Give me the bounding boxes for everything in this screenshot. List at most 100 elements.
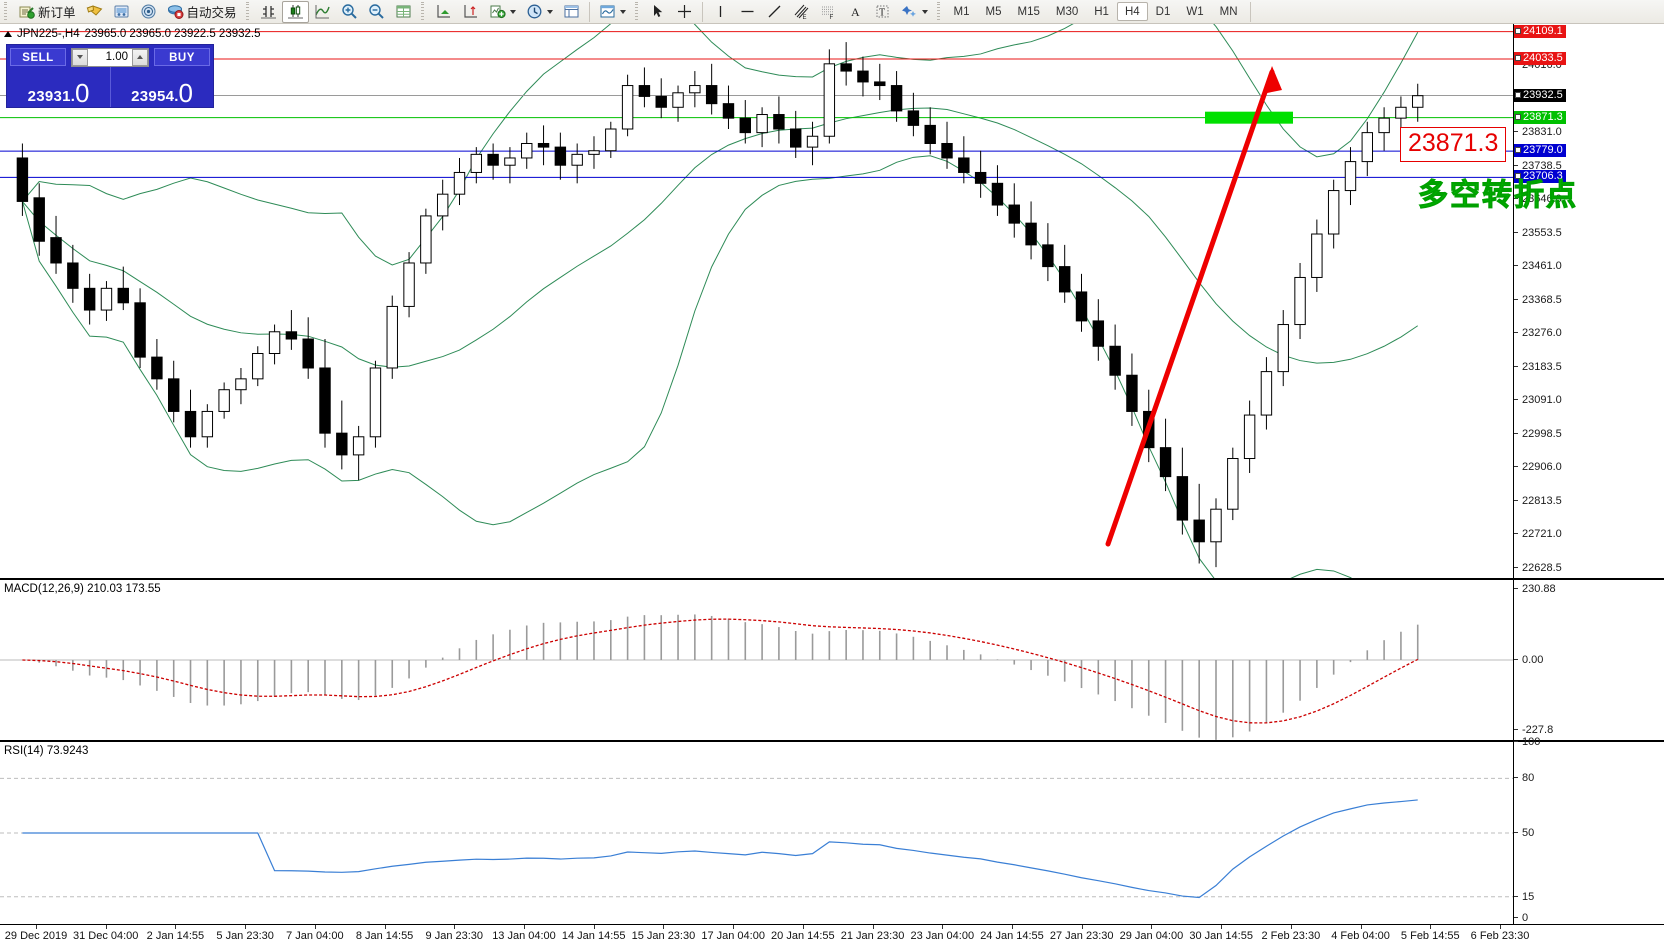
one-click-trading-panel[interactable]: SELL 1.00 BUY 23931 . 0 23954 . 0	[6, 44, 214, 108]
toolbar-grip-2[interactable]	[244, 1, 252, 22]
price-plot[interactable]	[0, 24, 1513, 578]
rsi-chart-svg	[0, 777, 1513, 899]
toolbar-grip[interactable]	[3, 1, 10, 22]
time-axis-label: 2 Feb 23:30	[1261, 930, 1321, 942]
data-window-button[interactable]	[390, 1, 417, 23]
take-profit-level-tag[interactable]: 24109.1	[1514, 24, 1566, 38]
rsi-tick: 50	[1514, 827, 1664, 839]
timeframe-w1[interactable]: W1	[1186, 6, 1204, 18]
last-price-tag[interactable]: 23932.5	[1514, 88, 1566, 102]
toolbar-grip-5[interactable]	[935, 1, 943, 22]
macd-pane[interactable]: MACD(12,26,9) 210.03 173.55 230.88 0.00 -2…	[0, 578, 1664, 740]
time-axis-tick	[384, 925, 386, 929]
autotrading-label: 自动交易	[186, 6, 237, 20]
chevron-down-icon[interactable]	[619, 9, 626, 14]
line-chart-icon	[314, 3, 331, 20]
pivot-upper-tag[interactable]: 23779.0	[1514, 144, 1566, 158]
chevron-down-icon[interactable]	[921, 9, 928, 14]
periods-button[interactable]	[521, 1, 558, 23]
time-axis-tick	[663, 925, 665, 929]
templates-button[interactable]	[558, 1, 585, 23]
new-order-button[interactable]: 新订单	[13, 1, 81, 23]
timeframe-m15[interactable]: M15	[1017, 6, 1040, 18]
chevron-down-icon[interactable]	[509, 9, 516, 14]
cursor-button[interactable]	[644, 1, 671, 23]
timeframe-m30[interactable]: M30	[1055, 6, 1079, 18]
timeframe-h4[interactable]: H4	[1116, 2, 1148, 21]
equidistant-channel-button[interactable]: E	[788, 1, 815, 23]
auto-scroll-icon	[435, 3, 452, 20]
vertical-line-button[interactable]	[707, 1, 734, 23]
sell-button[interactable]: SELL	[10, 48, 66, 66]
text-label-button[interactable]: T	[869, 1, 896, 23]
mql5-community-button[interactable]	[81, 1, 108, 23]
time-axis-tick	[245, 925, 247, 929]
shapes-button[interactable]	[896, 1, 933, 23]
time-axis-tick	[454, 925, 456, 929]
timeframe-m5[interactable]: M5	[985, 6, 1002, 18]
time-axis-tick	[1500, 925, 1501, 929]
horizontal-line-button[interactable]	[734, 1, 761, 23]
timeframe-h1[interactable]: H1	[1094, 6, 1109, 18]
bar-chart-button[interactable]	[255, 1, 282, 23]
zoom-in-icon	[341, 3, 358, 20]
signals-icon	[140, 3, 157, 20]
time-axis-label: 14 Jan 14:55	[561, 930, 626, 942]
macd-plot[interactable]	[0, 580, 1513, 740]
time-axis-label: 8 Jan 14:55	[355, 930, 414, 942]
volume-increase-button[interactable]	[132, 48, 148, 66]
sell-price[interactable]: 23931 . 0	[7, 67, 110, 107]
candlestick-chart-button[interactable]	[281, 0, 309, 23]
text-button[interactable]: A	[842, 1, 869, 23]
volume-value[interactable]: 1.00	[105, 51, 128, 63]
new-order-icon	[18, 3, 35, 20]
zoom-out-button[interactable]	[363, 1, 390, 23]
time-axis-label: 31 Dec 04:00	[72, 930, 139, 942]
buy-button[interactable]: BUY	[154, 48, 210, 66]
volume-input[interactable]: 1.00	[71, 47, 149, 67]
chevron-down-icon[interactable]	[546, 9, 553, 14]
volume-decrease-button[interactable]	[72, 48, 88, 66]
buy-price[interactable]: 23954 . 0	[110, 67, 213, 107]
time-axis-tick	[105, 925, 107, 929]
time-axis-label: 20 Jan 14:55	[771, 930, 835, 942]
trendline-button[interactable]	[761, 1, 788, 23]
chart-template-button[interactable]	[594, 1, 631, 23]
time-axis-label: 9 Jan 23:30	[425, 930, 484, 942]
timeframe-d1[interactable]: D1	[1155, 6, 1171, 18]
indicators-button[interactable]	[484, 1, 521, 23]
pivot-lower-tag[interactable]: 23706.3	[1514, 170, 1566, 184]
toolbar-grip-3[interactable]	[419, 1, 427, 22]
timeframe-mn[interactable]: MN	[1219, 6, 1238, 18]
signals-button[interactable]	[135, 1, 162, 23]
chart-template-icon	[599, 3, 616, 20]
market-button[interactable]	[108, 1, 135, 23]
sell-price-decimal: 0	[74, 78, 90, 109]
price-pane[interactable]: 24016.0 23831.0 23738.5 23646.0 23553.5 23461…	[0, 24, 1664, 578]
macd-scale[interactable]: 230.88 0.00 -227.8	[1513, 580, 1664, 740]
time-axis-label: 29 Dec 2019	[4, 930, 68, 942]
trade-panel-prices: 23931 . 0 23954 . 0	[7, 67, 213, 107]
autotrading-button[interactable]: 自动交易	[162, 1, 242, 23]
rsi-plot[interactable]	[0, 742, 1513, 924]
time-axis-tick	[1430, 925, 1432, 929]
chart-shift-icon	[462, 3, 479, 20]
rsi-pane[interactable]: RSI(14) 73.9243 100 80 50 15 0	[0, 736, 1664, 924]
chart-shift-button[interactable]	[457, 1, 484, 23]
svg-text:E: E	[802, 15, 806, 20]
auto-scroll-button[interactable]	[430, 1, 457, 23]
price-scale[interactable]: 24016.0 23831.0 23738.5 23646.0 23553.5 23461…	[1513, 24, 1664, 578]
time-axis-tick	[802, 925, 804, 929]
fibonacci-button[interactable]: F	[815, 1, 842, 23]
order-level-tag[interactable]: 24033.5	[1514, 51, 1566, 65]
collapse-triangle-icon[interactable]	[4, 31, 12, 37]
timeframe-m1[interactable]: M1	[953, 6, 970, 18]
support-level-tag[interactable]: 23871.3	[1514, 110, 1566, 124]
rsi-scale[interactable]: 100 80 50 15 0	[1513, 736, 1664, 924]
time-axis[interactable]: 29 Dec 2019 31 Dec 04:00 2 Jan 14:55 5 Jan …	[0, 924, 1664, 949]
crosshair-button[interactable]	[671, 1, 698, 23]
zoom-in-button[interactable]	[336, 1, 363, 23]
time-axis-tick	[733, 925, 735, 929]
line-chart-button[interactable]	[309, 1, 336, 23]
toolbar-grip-4[interactable]	[633, 1, 641, 22]
